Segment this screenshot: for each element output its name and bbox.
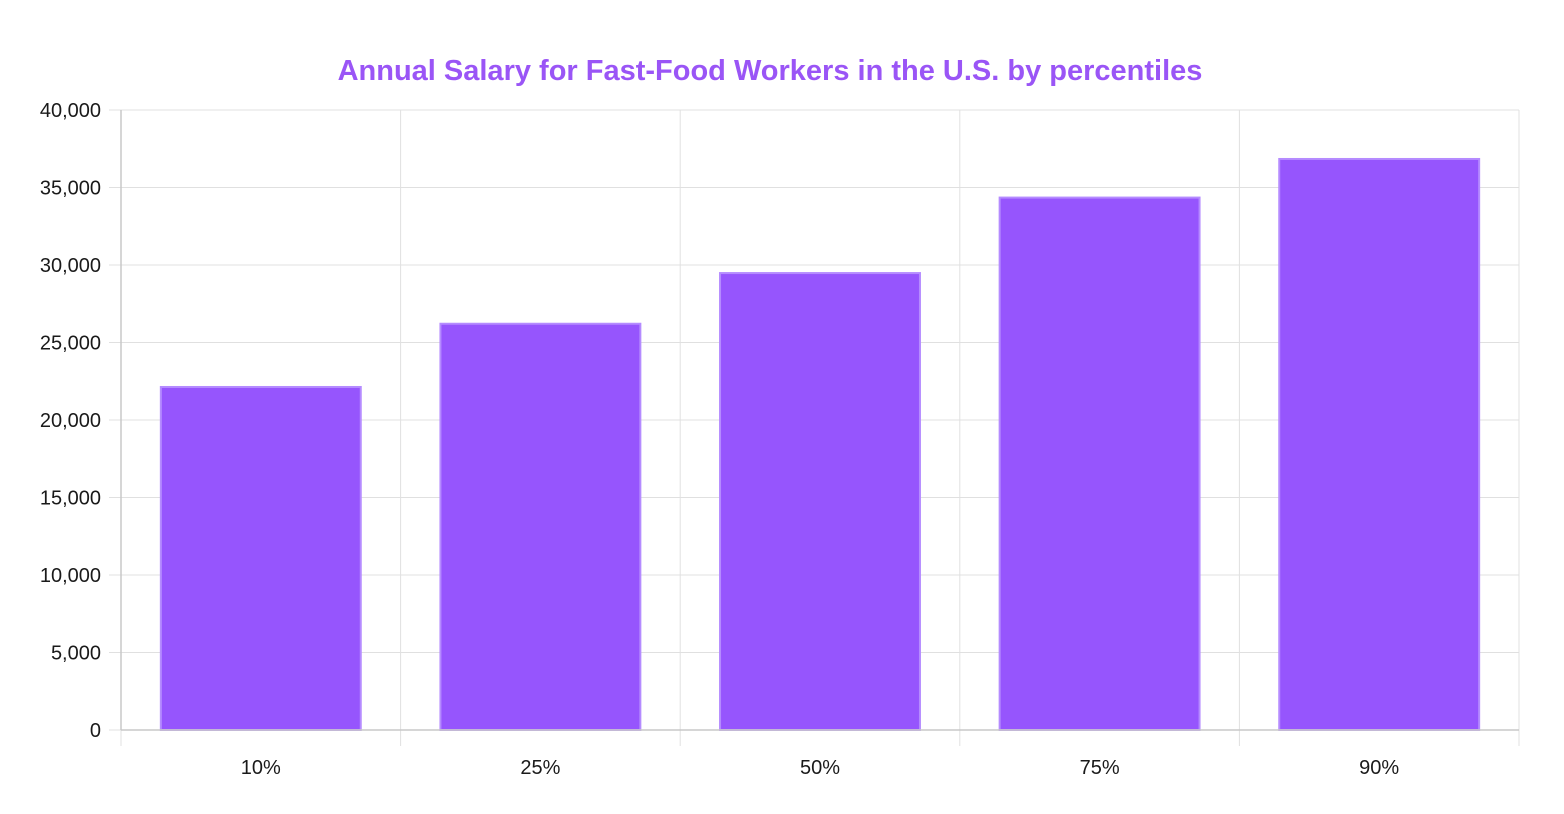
y-tick-label: 35,000 — [40, 178, 101, 200]
x-tick-label: 25% — [520, 757, 560, 779]
bar — [998, 196, 1201, 731]
bars — [159, 157, 1481, 732]
y-tick-label: 20,000 — [40, 410, 101, 432]
y-axis-tick-labels: 0 5,000 10,000 15,000 20,000 25,000 30,000 35,0… — [40, 100, 101, 742]
bar — [159, 385, 362, 731]
axes — [120, 110, 1519, 731]
x-tick-label: 50% — [800, 757, 840, 779]
y-tick-label: 25,000 — [40, 333, 101, 355]
bar — [1278, 157, 1481, 732]
chart-title: Annual Salary for Fast-Food Workers in t… — [338, 55, 1203, 87]
bar — [719, 272, 921, 731]
bar — [439, 322, 642, 731]
x-tick-label: 90% — [1359, 757, 1399, 779]
y-tick-label: 0 — [90, 720, 101, 742]
x-tick-label: 75% — [1080, 757, 1120, 779]
y-tick-label: 5,000 — [51, 643, 101, 665]
x-axis-tick-labels: 10% 25% 50% 75% 90% — [241, 757, 1400, 779]
y-tick-label: 30,000 — [40, 255, 101, 277]
y-tick-label: 10,000 — [40, 565, 101, 587]
x-tick-label: 10% — [241, 757, 281, 779]
y-tick-label: 15,000 — [40, 488, 101, 510]
y-tick-label: 40,000 — [40, 100, 101, 122]
